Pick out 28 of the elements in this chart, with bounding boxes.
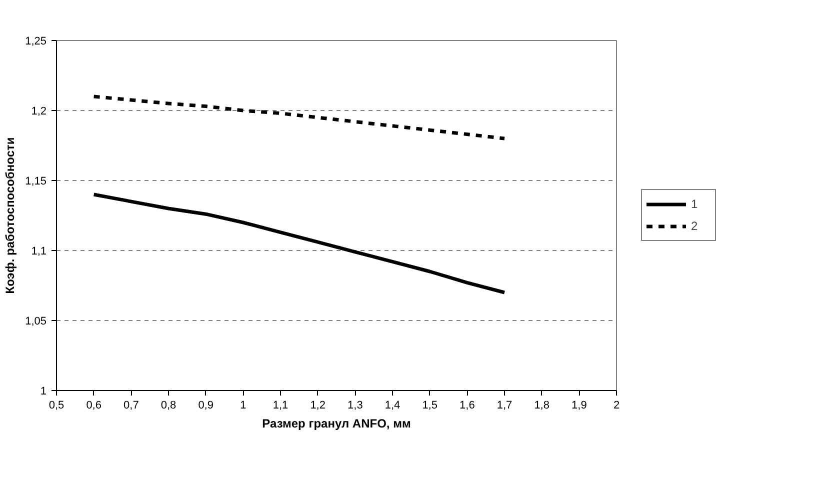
y-tick-label: 1,15 <box>25 176 47 188</box>
y-tick-label: 1,05 <box>25 316 47 328</box>
legend-label: 2 <box>691 219 699 233</box>
x-tick-label: 1,8 <box>534 400 550 412</box>
y-tick-label: 1,25 <box>25 36 47 48</box>
legend-label: 1 <box>691 197 699 211</box>
x-tick-label: 1,4 <box>384 400 400 412</box>
x-tick-label: 0,5 <box>48 400 64 412</box>
x-tick-label: 1,6 <box>460 400 475 412</box>
y-tick-label: 1 <box>40 386 47 398</box>
y-tick-label: 1,2 <box>31 106 47 118</box>
x-tick-label: 1,5 <box>422 400 438 412</box>
line-series <box>92 94 506 140</box>
x-tick-label: 1,1 <box>272 400 288 412</box>
x-tick-label: 0,7 <box>124 400 139 412</box>
y-axis-title: Коэф. работоспособности <box>3 137 18 294</box>
x-tick-label: 1,9 <box>572 400 587 412</box>
line-series <box>92 192 506 294</box>
x-tick-label: 0,8 <box>160 400 176 412</box>
y-tick-label: 1,1 <box>31 246 47 258</box>
x-tick-label: 2 <box>613 400 620 412</box>
x-axis-title: Размер гранул ANFO, мм <box>262 416 411 430</box>
x-tick-label: 0,9 <box>198 400 214 412</box>
x-tick-label: 1,3 <box>348 400 363 412</box>
x-tick-label: 1,7 <box>496 400 512 412</box>
x-tick-label: 0,6 <box>86 400 102 412</box>
x-tick-label: 1,2 <box>310 400 326 412</box>
x-tick-label: 1 <box>240 400 246 412</box>
